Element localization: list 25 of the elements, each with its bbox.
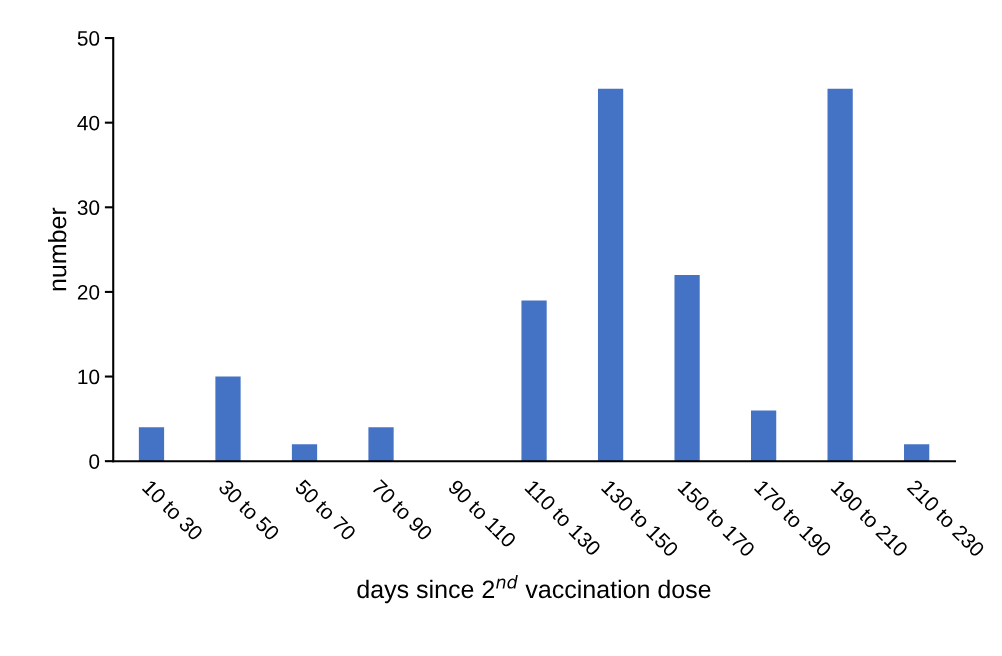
y-tick-label: 50 [77,31,100,46]
y-tick-label: 40 [77,115,100,131]
x-axis-title: days since 2$^{nd}$ vaccination dose [357,575,711,604]
x-tick-label: 70 to 90 [370,478,434,542]
bar [215,376,241,462]
y-tick-label: 30 [77,200,100,216]
bar [827,88,853,462]
bar [904,444,930,462]
bar [521,300,547,462]
bar [291,444,318,462]
bar [597,88,624,462]
x-tick-label: 90 to 110 [447,478,517,549]
x-tick-label: 10 to 30 [141,479,204,542]
bar [750,410,777,462]
y-tick-label: 0 [89,454,100,469]
x-tick-label: 110 to 130 [524,479,602,557]
x-tick-label: 30 to 50 [217,478,281,542]
bar [138,427,165,462]
y-tick-label: 10 [78,369,100,385]
y-tick-label: 20 [77,284,100,300]
x-tick-label: 50 to 70 [294,478,357,542]
bar [674,275,700,462]
bar [368,427,394,462]
x-tick-label: 210 to 230 [906,478,986,558]
y-axis-title: number [48,207,67,291]
